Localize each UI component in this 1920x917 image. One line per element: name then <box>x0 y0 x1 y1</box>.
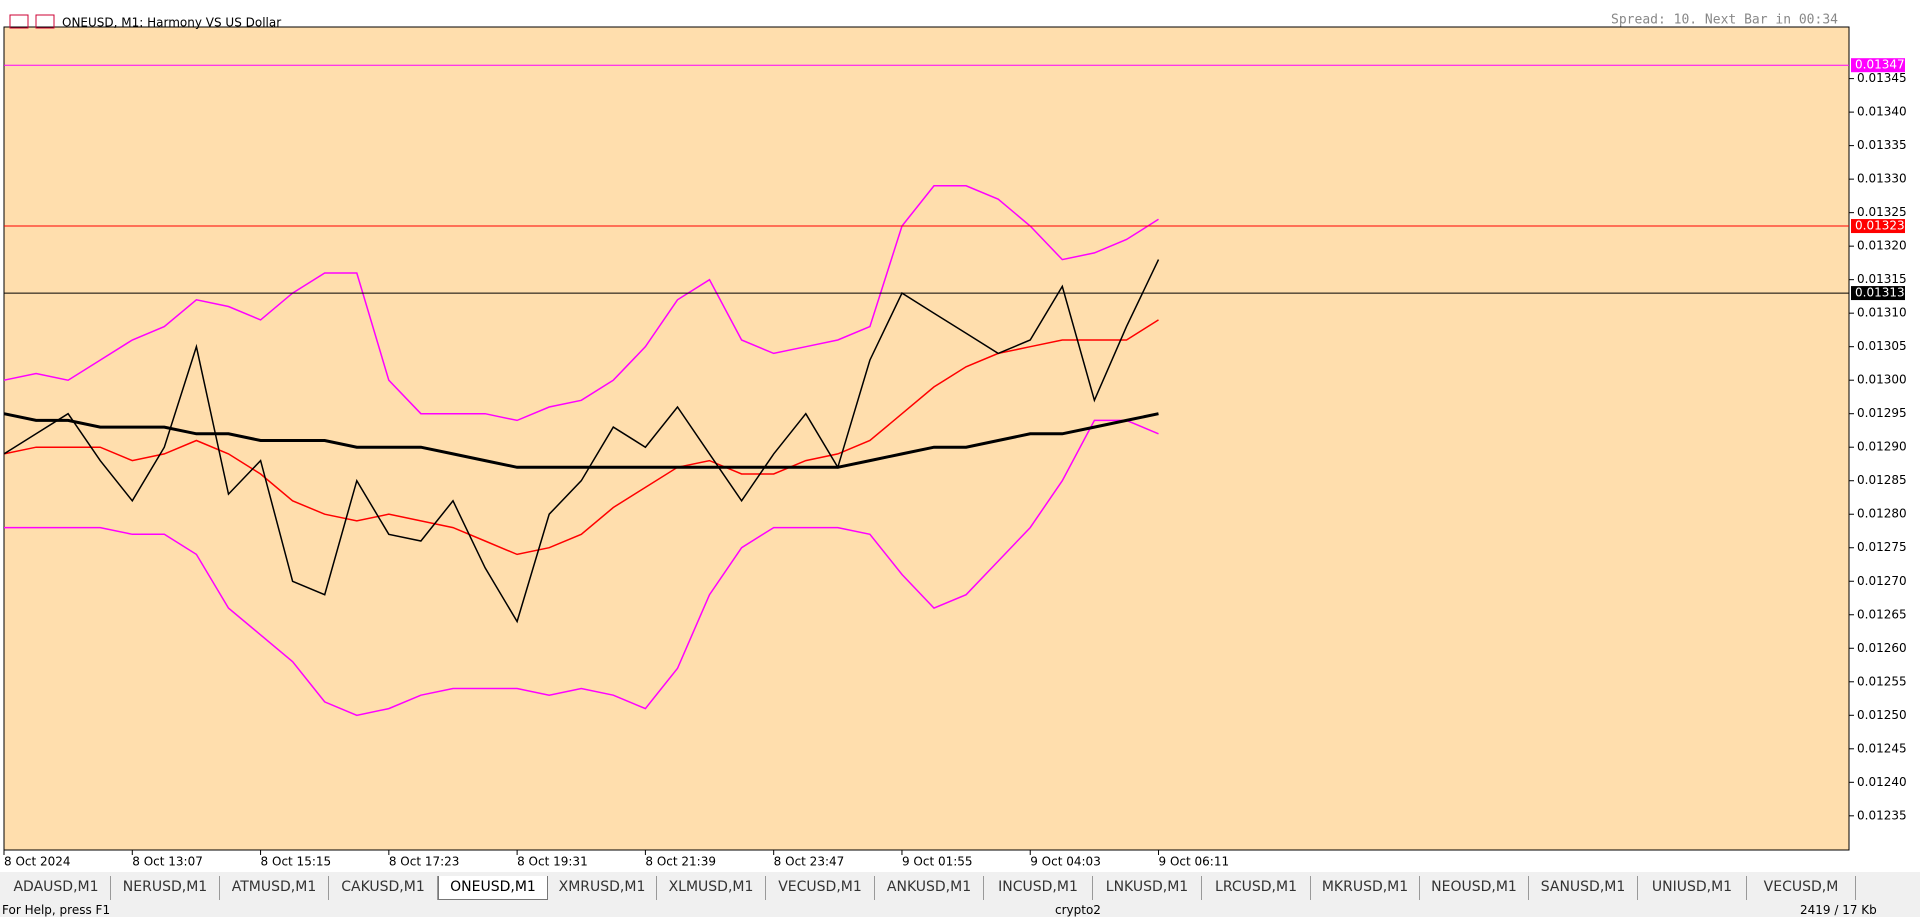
price-tag <box>1851 219 1905 234</box>
y-tick-label: 0.01285 <box>1857 473 1907 487</box>
x-tick-label: 8 Oct 2024 <box>4 855 71 869</box>
price-tag-label: 0.01323 <box>1855 219 1905 233</box>
y-tick-label: 0.01260 <box>1857 641 1907 655</box>
y-tick-label: 0.01290 <box>1857 440 1907 454</box>
symbol-tab[interactable]: ONEUSD,M1 <box>438 876 548 900</box>
x-tick-label: 8 Oct 17:23 <box>389 855 460 869</box>
series-line <box>3 259 1160 624</box>
symbol-tab[interactable]: ANKUSD,M1 <box>875 876 984 900</box>
symbol-label: ONEUSD, M1: Harmony VS US Dollar <box>62 16 281 30</box>
symbol-tab[interactable]: NEOUSD,M1 <box>1420 876 1529 900</box>
chart: ONEUSD, M1: Harmony VS US Dollar Spread:… <box>0 0 1920 872</box>
y-tick-label: 0.01300 <box>1857 373 1907 387</box>
x-tick-label: 9 Oct 01:55 <box>902 855 973 869</box>
tab-bar: ADAUSD,M1 NERUSD,M1 ATMUSD,M1 CAKUSD,M1 ONEU… <box>2 876 1902 900</box>
series-line <box>3 319 1159 556</box>
y-tick-label: 0.01315 <box>1857 272 1907 286</box>
y-tick-label: 0.01340 <box>1857 105 1907 119</box>
y-tick-label: 0.01295 <box>1857 406 1907 420</box>
plot-area <box>3 26 1850 851</box>
symbol-tab[interactable]: CAKUSD,M1 <box>329 876 438 900</box>
symbol-tab[interactable]: ATMUSD,M1 <box>220 876 329 900</box>
y-tick-label: 0.01255 <box>1857 674 1907 688</box>
traffic: 2419 / 17 Kb <box>1800 903 1877 917</box>
y-tick-label: 0.01275 <box>1857 540 1907 554</box>
y-tick-label: 0.01320 <box>1857 239 1907 253</box>
profile: crypto2 <box>1055 903 1101 917</box>
x-tick-label: 9 Oct 04:03 <box>1030 855 1101 869</box>
y-tick-label: 0.01250 <box>1857 708 1907 722</box>
y-tick-label: 0.01265 <box>1857 607 1907 621</box>
x-tick-label: 8 Oct 23:47 <box>774 855 845 869</box>
symbol-tab[interactable]: SANUSD,M1 <box>1529 876 1638 900</box>
symbol-tab[interactable]: NERUSD,M1 <box>111 876 220 900</box>
series-line <box>3 185 1159 422</box>
y-tick-label: 0.01345 <box>1857 71 1907 85</box>
price-tag <box>1851 58 1905 73</box>
y-tick-label: 0.01330 <box>1857 172 1907 186</box>
y-tick-label: 0.01235 <box>1857 808 1907 822</box>
y-tick-label: 0.01280 <box>1857 507 1907 521</box>
y-tick-label: 0.01335 <box>1857 138 1907 152</box>
icon <box>9 14 29 29</box>
symbol-tab[interactable]: LRCUSD,M1 <box>1202 876 1311 900</box>
y-tick-label: 0.01310 <box>1857 306 1907 320</box>
y-tick-label: 0.01270 <box>1857 574 1907 588</box>
symbol-tab[interactable]: UNIUSD,M1 <box>1638 876 1747 900</box>
x-tick-label: 9 Oct 06:11 <box>1159 855 1230 869</box>
icon <box>35 14 55 29</box>
y-tick-label: 0.01325 <box>1857 205 1907 219</box>
help-text: For Help, press F1 <box>2 903 111 917</box>
symbol-tab[interactable]: VECUSD,M1 <box>766 876 875 900</box>
x-tick-label: 8 Oct 15:15 <box>261 855 332 869</box>
series-line <box>3 412 1159 469</box>
symbol-tab[interactable]: MKRUSD,M1 <box>1311 876 1420 900</box>
price-tag <box>1851 286 1905 301</box>
symbol-tab[interactable]: VECUSD,M <box>1747 876 1856 900</box>
status-bar: For Help, press F1 crypto2 2419 / 17 Kb <box>0 903 1920 917</box>
symbol-tab[interactable]: XLMUSD,M1 <box>657 876 766 900</box>
x-tick-label: 8 Oct 21:39 <box>645 855 716 869</box>
symbol-tab[interactable]: LNKUSD,M1 <box>1093 876 1202 900</box>
spread-label: Spread: 10. Next Bar in 00:34 <box>1611 13 1838 28</box>
symbol-tab[interactable]: ADAUSD,M1 <box>2 876 111 900</box>
symbol-tab[interactable]: INCUSD,M1 <box>984 876 1093 900</box>
series-line <box>4 419 1159 717</box>
y-tick-label: 0.01245 <box>1857 741 1907 755</box>
y-tick-label: 0.01305 <box>1857 339 1907 353</box>
symbol-tab[interactable]: XMRUSD,M1 <box>548 876 657 900</box>
x-tick-label: 8 Oct 19:31 <box>517 855 588 869</box>
y-tick-label: 0.01240 <box>1857 775 1907 789</box>
price-tag-label: 0.01313 <box>1855 286 1905 300</box>
x-tick-label: 8 Oct 13:07 <box>132 855 203 869</box>
price-tag-label: 0.01347 <box>1855 58 1905 72</box>
